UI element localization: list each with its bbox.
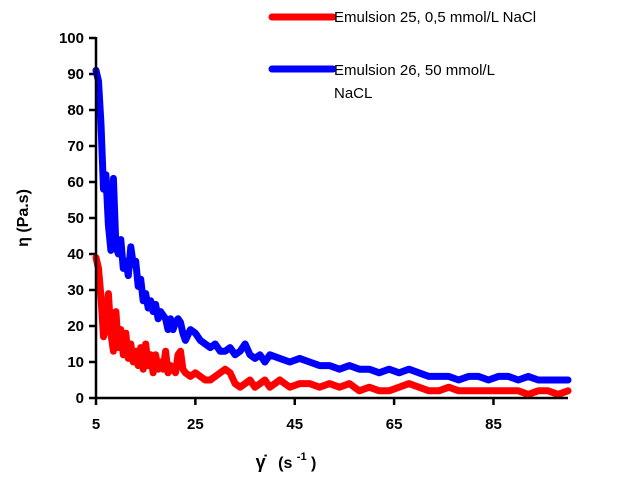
x-axis-ticks: 5 25 45 65 85 — [92, 398, 502, 433]
y-tick-label: 10 — [67, 354, 84, 371]
x-tick-label: 85 — [485, 416, 502, 433]
y-tick-label: 50 — [67, 210, 84, 227]
legend: Emulsion 25, 0,5 mmol/L NaCl Emulsion 26… — [268, 9, 536, 102]
series-line-emulsion-26 — [92, 66, 572, 384]
y-tick-label: 100 — [59, 30, 84, 47]
y-tick-label: 70 — [67, 138, 84, 155]
x-tick-label: 45 — [286, 416, 303, 433]
y-tick-label: 80 — [67, 102, 84, 119]
legend-label-emulsion-26: Emulsion 26, 50 mmol/L — [334, 62, 495, 79]
x-tick-label: 65 — [386, 416, 403, 433]
x-axis-unit-suffix: ) — [311, 455, 316, 472]
x-tick-label: 5 — [92, 416, 100, 433]
legend-item-emulsion-26: Emulsion 26, 50 mmol/L NaCL — [268, 62, 495, 102]
x-axis-unit-exponent: -1 — [297, 451, 307, 463]
x-tick-label: 25 — [187, 416, 204, 433]
y-tick-label: 40 — [67, 246, 84, 263]
y-tick-label: 0 — [76, 390, 84, 407]
x-axis-unit-prefix: (s — [278, 455, 292, 472]
x-axis-symbol: γ̇ — [256, 452, 268, 472]
legend-item-emulsion-25: Emulsion 25, 0,5 mmol/L NaCl — [268, 9, 536, 26]
series-line-emulsion-25 — [92, 254, 572, 398]
legend-label-emulsion-25: Emulsion 25, 0,5 mmol/L NaCl — [334, 9, 536, 26]
y-tick-label: 90 — [67, 66, 84, 83]
y-tick-label: 20 — [67, 318, 84, 335]
y-axis-title: η (Pa.s) — [15, 189, 32, 247]
x-axis-title: γ̇ (s -1 ) — [256, 447, 317, 472]
series-layer — [92, 66, 572, 398]
y-tick-label: 30 — [67, 282, 84, 299]
y-axis-ticks: 0 10 20 30 40 50 60 70 80 90 100 — [59, 30, 96, 407]
y-tick-label: 60 — [67, 174, 84, 191]
legend-label-emulsion-26-line2: NaCL — [334, 85, 372, 102]
